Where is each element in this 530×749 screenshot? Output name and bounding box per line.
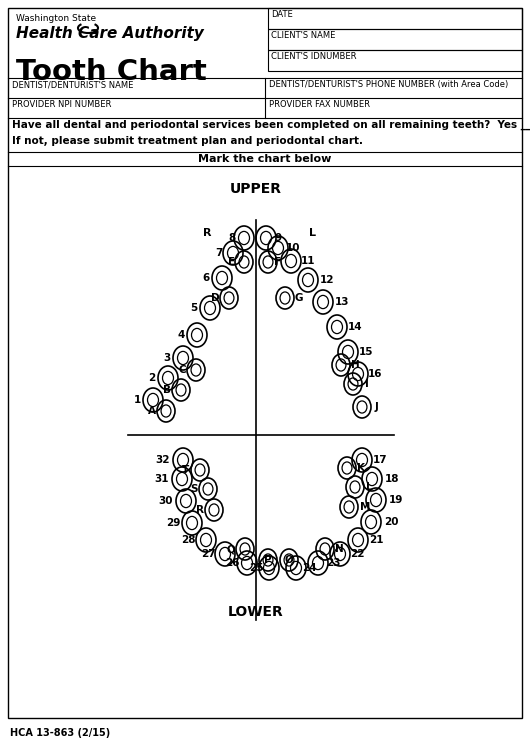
Text: 10: 10 xyxy=(286,243,301,253)
Text: 5: 5 xyxy=(190,303,198,313)
Text: PROVIDER NPI NUMBER: PROVIDER NPI NUMBER xyxy=(12,100,111,109)
Text: 8: 8 xyxy=(228,233,236,243)
Text: N: N xyxy=(334,544,343,554)
Text: G: G xyxy=(295,293,303,303)
Text: 7: 7 xyxy=(215,248,223,258)
Text: 27: 27 xyxy=(201,549,215,559)
Text: O: O xyxy=(285,555,294,565)
Text: 2: 2 xyxy=(148,373,156,383)
Text: 31: 31 xyxy=(155,474,169,484)
Text: 4: 4 xyxy=(178,330,184,340)
Text: P: P xyxy=(264,555,272,565)
Text: Have all dental and periodontal services been completed on all remaining teeth? : Have all dental and periodontal services… xyxy=(12,120,530,130)
Text: Health Care Authority: Health Care Authority xyxy=(16,26,204,41)
Text: 1: 1 xyxy=(134,395,140,405)
Text: T: T xyxy=(182,465,190,475)
Text: PROVIDER FAX NUMBER: PROVIDER FAX NUMBER xyxy=(269,100,370,109)
Text: 21: 21 xyxy=(369,535,383,545)
Text: Washington State: Washington State xyxy=(16,14,96,23)
Text: M: M xyxy=(360,502,370,512)
Text: DENTIST/DENTURIST'S PHONE NUMBER (with Area Code): DENTIST/DENTURIST'S PHONE NUMBER (with A… xyxy=(269,80,508,89)
Text: J: J xyxy=(374,402,378,412)
Text: 23: 23 xyxy=(326,558,340,568)
Text: If not, please submit treatment plan and periodontal chart.: If not, please submit treatment plan and… xyxy=(12,136,363,146)
Text: DENTIST/DENTURIST'S NAME: DENTIST/DENTURIST'S NAME xyxy=(12,80,134,89)
Text: 6: 6 xyxy=(202,273,210,283)
Text: 17: 17 xyxy=(373,455,387,465)
Text: 19: 19 xyxy=(389,495,403,505)
Text: A: A xyxy=(148,406,156,416)
Text: 9: 9 xyxy=(275,233,281,243)
Text: Mark the chart below: Mark the chart below xyxy=(198,154,332,164)
Text: 26: 26 xyxy=(225,558,239,568)
Text: CLIENT'S IDNUMBER: CLIENT'S IDNUMBER xyxy=(271,52,357,61)
Text: L: L xyxy=(366,482,372,492)
Text: 18: 18 xyxy=(385,474,399,484)
Text: HCA 13-863 (2/15): HCA 13-863 (2/15) xyxy=(10,728,110,738)
Text: UPPER: UPPER xyxy=(230,182,282,196)
Text: 16: 16 xyxy=(368,369,382,379)
Bar xyxy=(268,50,522,71)
Text: I: I xyxy=(365,379,369,389)
Text: C: C xyxy=(178,365,186,375)
Text: H: H xyxy=(351,360,359,370)
Text: 28: 28 xyxy=(181,535,195,545)
Text: 29: 29 xyxy=(166,518,180,528)
Text: B: B xyxy=(163,385,171,395)
Text: R: R xyxy=(196,505,204,515)
Text: 20: 20 xyxy=(384,517,398,527)
Text: Q: Q xyxy=(227,544,235,554)
Text: K: K xyxy=(357,463,365,473)
Text: DATE: DATE xyxy=(271,10,293,19)
Text: R: R xyxy=(203,228,211,238)
Text: 25: 25 xyxy=(249,563,263,573)
Text: 22: 22 xyxy=(350,549,364,559)
Text: 11: 11 xyxy=(301,256,315,266)
Text: CLIENT'S NAME: CLIENT'S NAME xyxy=(271,31,335,40)
Text: 14: 14 xyxy=(348,322,363,332)
Text: L: L xyxy=(310,228,316,238)
Text: S: S xyxy=(190,484,198,494)
Bar xyxy=(268,29,522,50)
Text: 3: 3 xyxy=(163,353,171,363)
Text: 12: 12 xyxy=(320,275,334,285)
Bar xyxy=(268,8,522,29)
Text: LOWER: LOWER xyxy=(228,605,284,619)
Text: F: F xyxy=(275,257,281,267)
Text: 32: 32 xyxy=(156,455,170,465)
Text: 13: 13 xyxy=(335,297,349,307)
Text: 30: 30 xyxy=(159,496,173,506)
Text: 24: 24 xyxy=(302,563,316,573)
Text: D: D xyxy=(211,293,219,303)
Text: 15: 15 xyxy=(359,347,373,357)
Text: E: E xyxy=(228,257,235,267)
Text: Tooth Chart: Tooth Chart xyxy=(16,58,207,86)
